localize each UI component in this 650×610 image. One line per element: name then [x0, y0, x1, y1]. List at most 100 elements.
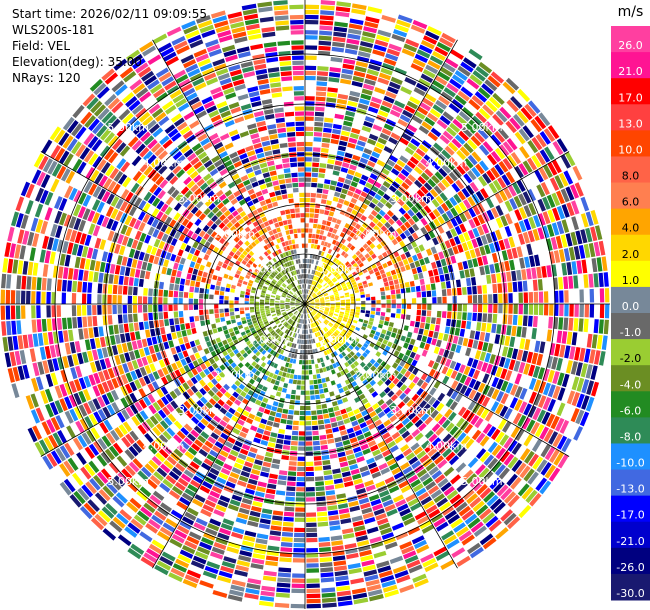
velocity-gate	[313, 132, 323, 137]
velocity-gate	[411, 304, 417, 310]
velocity-gate	[407, 438, 417, 447]
velocity-gate	[568, 275, 574, 289]
velocity-gate	[317, 419, 324, 425]
velocity-gate	[426, 310, 432, 317]
velocity-gate	[370, 54, 384, 62]
velocity-gate	[386, 248, 393, 256]
velocity-gate	[454, 225, 462, 235]
velocity-gate	[347, 359, 353, 365]
velocity-gate	[459, 328, 466, 337]
velocity-gate	[324, 309, 329, 312]
velocity-gate	[467, 312, 472, 321]
velocity-gate	[542, 225, 550, 239]
velocity-gate	[545, 238, 553, 251]
velocity-gate	[295, 507, 305, 512]
velocity-gate	[467, 457, 479, 469]
velocity-gate	[378, 209, 386, 217]
velocity-gate	[392, 274, 398, 280]
velocity-gate	[305, 487, 315, 492]
velocity-gate	[306, 284, 308, 289]
velocity-gate	[490, 150, 502, 163]
velocity-gate	[340, 78, 352, 85]
velocity-gate	[419, 102, 432, 112]
velocity-gate	[480, 408, 490, 420]
velocity-gate	[305, 70, 316, 76]
velocity-gate	[314, 239, 319, 244]
velocity-gate	[516, 349, 524, 361]
velocity-gate	[324, 295, 329, 298]
velocity-gate	[350, 197, 358, 204]
velocity-gate	[359, 246, 365, 253]
velocity-gate	[513, 92, 527, 106]
velocity-gate	[439, 325, 445, 333]
velocity-gate	[293, 415, 300, 421]
velocity-gate	[373, 205, 381, 213]
velocity-gate	[321, 280, 325, 285]
velocity-gate	[354, 337, 360, 343]
velocity-gate	[504, 370, 513, 382]
velocity-gate	[531, 137, 543, 151]
velocity-gate	[306, 517, 317, 522]
velocity-gate	[445, 422, 455, 433]
velocity-gate	[319, 230, 325, 235]
velocity-gate	[377, 323, 383, 329]
velocity-gate	[386, 295, 391, 300]
velocity-gate	[464, 453, 475, 465]
velocity-gate	[346, 271, 352, 276]
velocity-gate	[552, 207, 561, 221]
velocity-gate	[312, 254, 316, 259]
velocity-gate	[307, 243, 311, 249]
velocity-gate	[603, 272, 609, 287]
velocity-gate	[330, 61, 342, 68]
velocity-gate	[420, 217, 428, 226]
velocity-gate	[342, 216, 349, 222]
velocity-gate	[352, 340, 358, 345]
velocity-gate	[311, 233, 316, 239]
velocity-gate	[474, 247, 481, 257]
velocity-gate	[318, 319, 322, 324]
velocity-gate	[311, 410, 317, 416]
velocity-gate	[401, 48, 416, 58]
velocity-gate	[436, 402, 445, 412]
velocity-gate	[366, 368, 373, 375]
velocity-gate	[514, 428, 525, 441]
velocity-gate	[442, 375, 450, 385]
velocity-gate	[294, 400, 300, 405]
velocity-gate	[488, 96, 502, 109]
velocity-gate	[526, 268, 532, 280]
velocity-gate	[346, 322, 351, 327]
velocity-gate	[362, 259, 369, 265]
velocity-gate	[352, 227, 359, 234]
velocity-gate	[427, 304, 432, 310]
velocity-gate	[362, 31, 376, 39]
velocity-gate	[398, 340, 405, 347]
velocity-gate	[492, 92, 505, 106]
velocity-gate	[418, 78, 431, 88]
velocity-gate	[398, 260, 404, 267]
velocity-gate	[363, 319, 369, 324]
velocity-gate	[556, 190, 565, 205]
velocity-gate	[377, 77, 390, 85]
velocity-gate	[492, 179, 502, 192]
velocity-gate	[316, 506, 327, 512]
velocity-gate	[308, 359, 312, 365]
velocity-gate	[450, 390, 459, 400]
velocity-gate	[518, 292, 523, 303]
velocity-gate	[455, 114, 467, 126]
velocity-gate	[551, 192, 561, 207]
velocity-gate	[459, 384, 468, 395]
velocity-gate	[563, 317, 569, 331]
velocity-gate	[305, 400, 311, 406]
velocity-gate	[317, 511, 328, 517]
velocity-gate	[523, 143, 534, 156]
velocity-gate	[314, 121, 324, 127]
velocity-gate	[531, 242, 538, 255]
velocity-gate	[352, 234, 359, 241]
velocity-gate	[293, 410, 300, 416]
velocity-gate	[467, 338, 474, 348]
velocity-gate	[329, 274, 334, 279]
velocity-gate	[306, 598, 321, 604]
velocity-gate	[385, 201, 393, 209]
velocity-gate	[315, 305, 320, 307]
velocity-gate	[329, 143, 338, 150]
